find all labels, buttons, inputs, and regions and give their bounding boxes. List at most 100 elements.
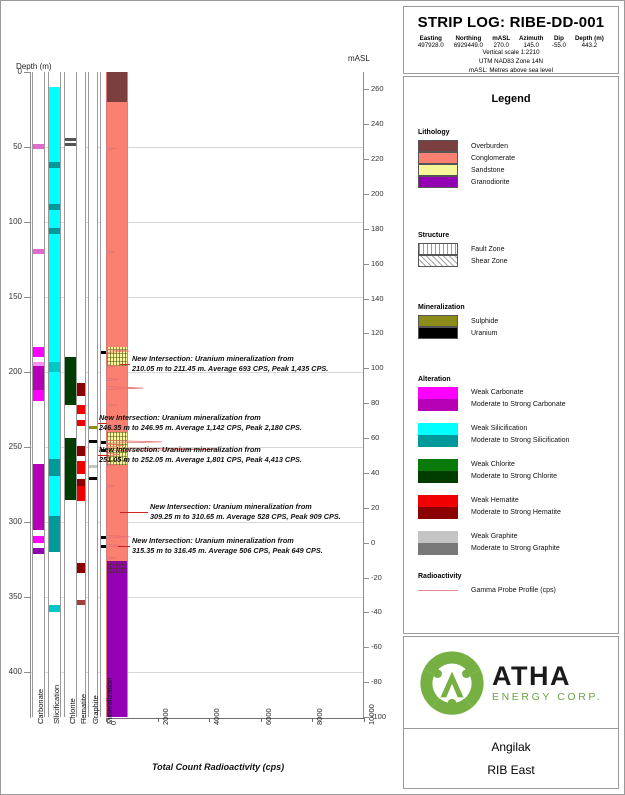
- track-segment: [49, 516, 60, 552]
- depth-tick-label: 350: [8, 592, 22, 601]
- swatch-strong: [418, 543, 458, 555]
- masl-tick: [364, 194, 369, 196]
- collar-value: -55.0: [551, 42, 566, 49]
- depth-axis-title: Depth (m): [16, 62, 52, 71]
- depth-tick: [24, 447, 30, 448]
- legend-mineralization-swatch: [418, 327, 458, 339]
- track-segment: [33, 249, 44, 254]
- annotation-line-1: New Intersection: Uranium mineralization…: [132, 536, 294, 545]
- legend-alteration-swatch: [418, 387, 458, 411]
- utm-note: UTM NAD83 Zone 14N: [479, 57, 543, 65]
- legend-section-lithology: Lithology Overburden Conglomerate Sandston…: [418, 129, 515, 188]
- masl-tick: [364, 333, 369, 335]
- masl-tick: [364, 542, 369, 544]
- gridline: [31, 672, 363, 673]
- masl-tick: [364, 717, 369, 718]
- annotation-intersection-2: New Intersection: Uranium mineralization…: [99, 413, 302, 432]
- annotation-line-2: 210.05 m to 211.45 m. Average 693 CPS, P…: [132, 363, 329, 373]
- collar-header: Depth (m): [574, 35, 604, 42]
- label-weak: Weak Carbonate: [471, 389, 524, 396]
- legend-alteration-swatch: [418, 459, 458, 483]
- legend-lithology-label: Conglomerate: [471, 154, 515, 162]
- masl-tick-label: 160: [371, 258, 384, 268]
- brand-tagline: ENERGY CORP.: [492, 691, 603, 704]
- depth-tick-label: 50: [13, 142, 22, 151]
- legend-structure-swatch: [418, 255, 458, 267]
- legend-alteration-row: Weak Graphite Moderate to Strong Graphite: [418, 531, 569, 555]
- track-segment: [33, 463, 44, 530]
- collar-value: 270.0: [493, 42, 509, 49]
- track-segment: [77, 382, 85, 396]
- x-axis-title: Total Count Radioactivity (cps): [152, 762, 285, 772]
- masl-axis-title: mASL: [348, 54, 370, 63]
- swatch-strong: [418, 435, 458, 447]
- track-segment: [33, 547, 44, 554]
- gridline: [31, 147, 363, 148]
- track-segment: [33, 346, 44, 357]
- x-axis-line: [106, 718, 364, 719]
- swatch-weak: [418, 459, 458, 471]
- legend-alteration-row: Weak Chlorite Moderate to Strong Chlorite: [418, 459, 569, 483]
- annotation-line-2: 309.25 m to 310.65 m. Average 528 CPS, P…: [150, 511, 341, 521]
- brand-name: ATHA: [492, 661, 571, 692]
- collar-value: 6929449.0: [453, 42, 483, 49]
- masl-tick: [364, 403, 369, 405]
- table-header-row: Easting Northing mASL Azimuth Dip Depth (m): [413, 35, 609, 42]
- annotation-intersection-3: New Intersection: Uranium mineralization…: [99, 445, 302, 464]
- track-segment: [49, 87, 60, 362]
- masl-tick: [364, 368, 369, 370]
- masl-tick-label: -60: [371, 642, 382, 652]
- track-segment: [77, 405, 85, 414]
- swatch-weak: [418, 423, 458, 435]
- legend-radioactivity-label: Gamma Probe Profile (cps): [471, 586, 556, 594]
- depth-axis-line: [30, 72, 31, 718]
- legend-mineralization-swatch: [418, 315, 458, 327]
- masl-tick-label: 200: [371, 189, 384, 199]
- x-tick: [209, 718, 211, 722]
- masl-tick: [364, 507, 369, 509]
- masl-tick: [364, 612, 369, 614]
- depth-tick: [24, 672, 30, 673]
- collar-header: Azimuth: [519, 35, 544, 42]
- legend-lithology-swatch: [418, 140, 458, 152]
- collar-value: 443.2: [581, 42, 598, 49]
- track-segment: [33, 390, 44, 401]
- collar-header: Easting: [419, 35, 442, 42]
- masl-axis-line: [363, 72, 364, 718]
- legend-box: Legend Lithology Overburden Conglomerate S…: [403, 76, 619, 634]
- track-segment: [77, 445, 85, 456]
- masl-tick-label: 220: [371, 154, 384, 164]
- legend-lithology-swatch: [418, 152, 458, 164]
- lithology-segment-granodiorite: [107, 561, 127, 717]
- label-strong: Moderate to Strong Silicification: [471, 437, 570, 444]
- gridline: [31, 597, 363, 598]
- legend-alteration-row: Weak Hematite Moderate to Strong Hematite: [418, 495, 569, 519]
- track-segment: [49, 204, 60, 210]
- legend-lithology-row: Conglomerate: [418, 152, 515, 164]
- logo-box: ATHA ENERGY CORP.: [403, 636, 619, 728]
- x-tick: [260, 718, 262, 722]
- annotation-line-1: New Intersection: Uranium mineralization…: [132, 354, 294, 363]
- depth-tick-label: 250: [8, 442, 22, 451]
- track-segment: [33, 361, 44, 366]
- swatch-strong: [418, 507, 458, 519]
- track-segment: [49, 604, 60, 612]
- legend-alteration-labels: Weak Graphite Moderate to Strong Graphite: [471, 531, 560, 555]
- annotation-leader-line: [98, 423, 107, 424]
- track-segment: [89, 477, 97, 480]
- legend-lithology-swatch: [418, 176, 458, 188]
- track-segment: [49, 162, 60, 168]
- masl-tick: [364, 472, 369, 474]
- masl-tick-label: -80: [371, 677, 382, 687]
- project-box: Angilak RIB East: [403, 728, 619, 789]
- atha-mark-icon: [420, 651, 484, 715]
- label-strong: Moderate to Strong Carbonate: [471, 401, 566, 408]
- track-segment: [49, 372, 60, 392]
- legend-lithology-label: Granodiorite: [471, 178, 510, 186]
- masl-tick-label: -100: [371, 712, 387, 721]
- masl-tick: [364, 298, 369, 300]
- legend-head-structure: Structure: [418, 232, 450, 239]
- masl-tick-label: 40: [371, 467, 380, 477]
- track-segment: [49, 391, 60, 459]
- track-segment: [33, 535, 44, 543]
